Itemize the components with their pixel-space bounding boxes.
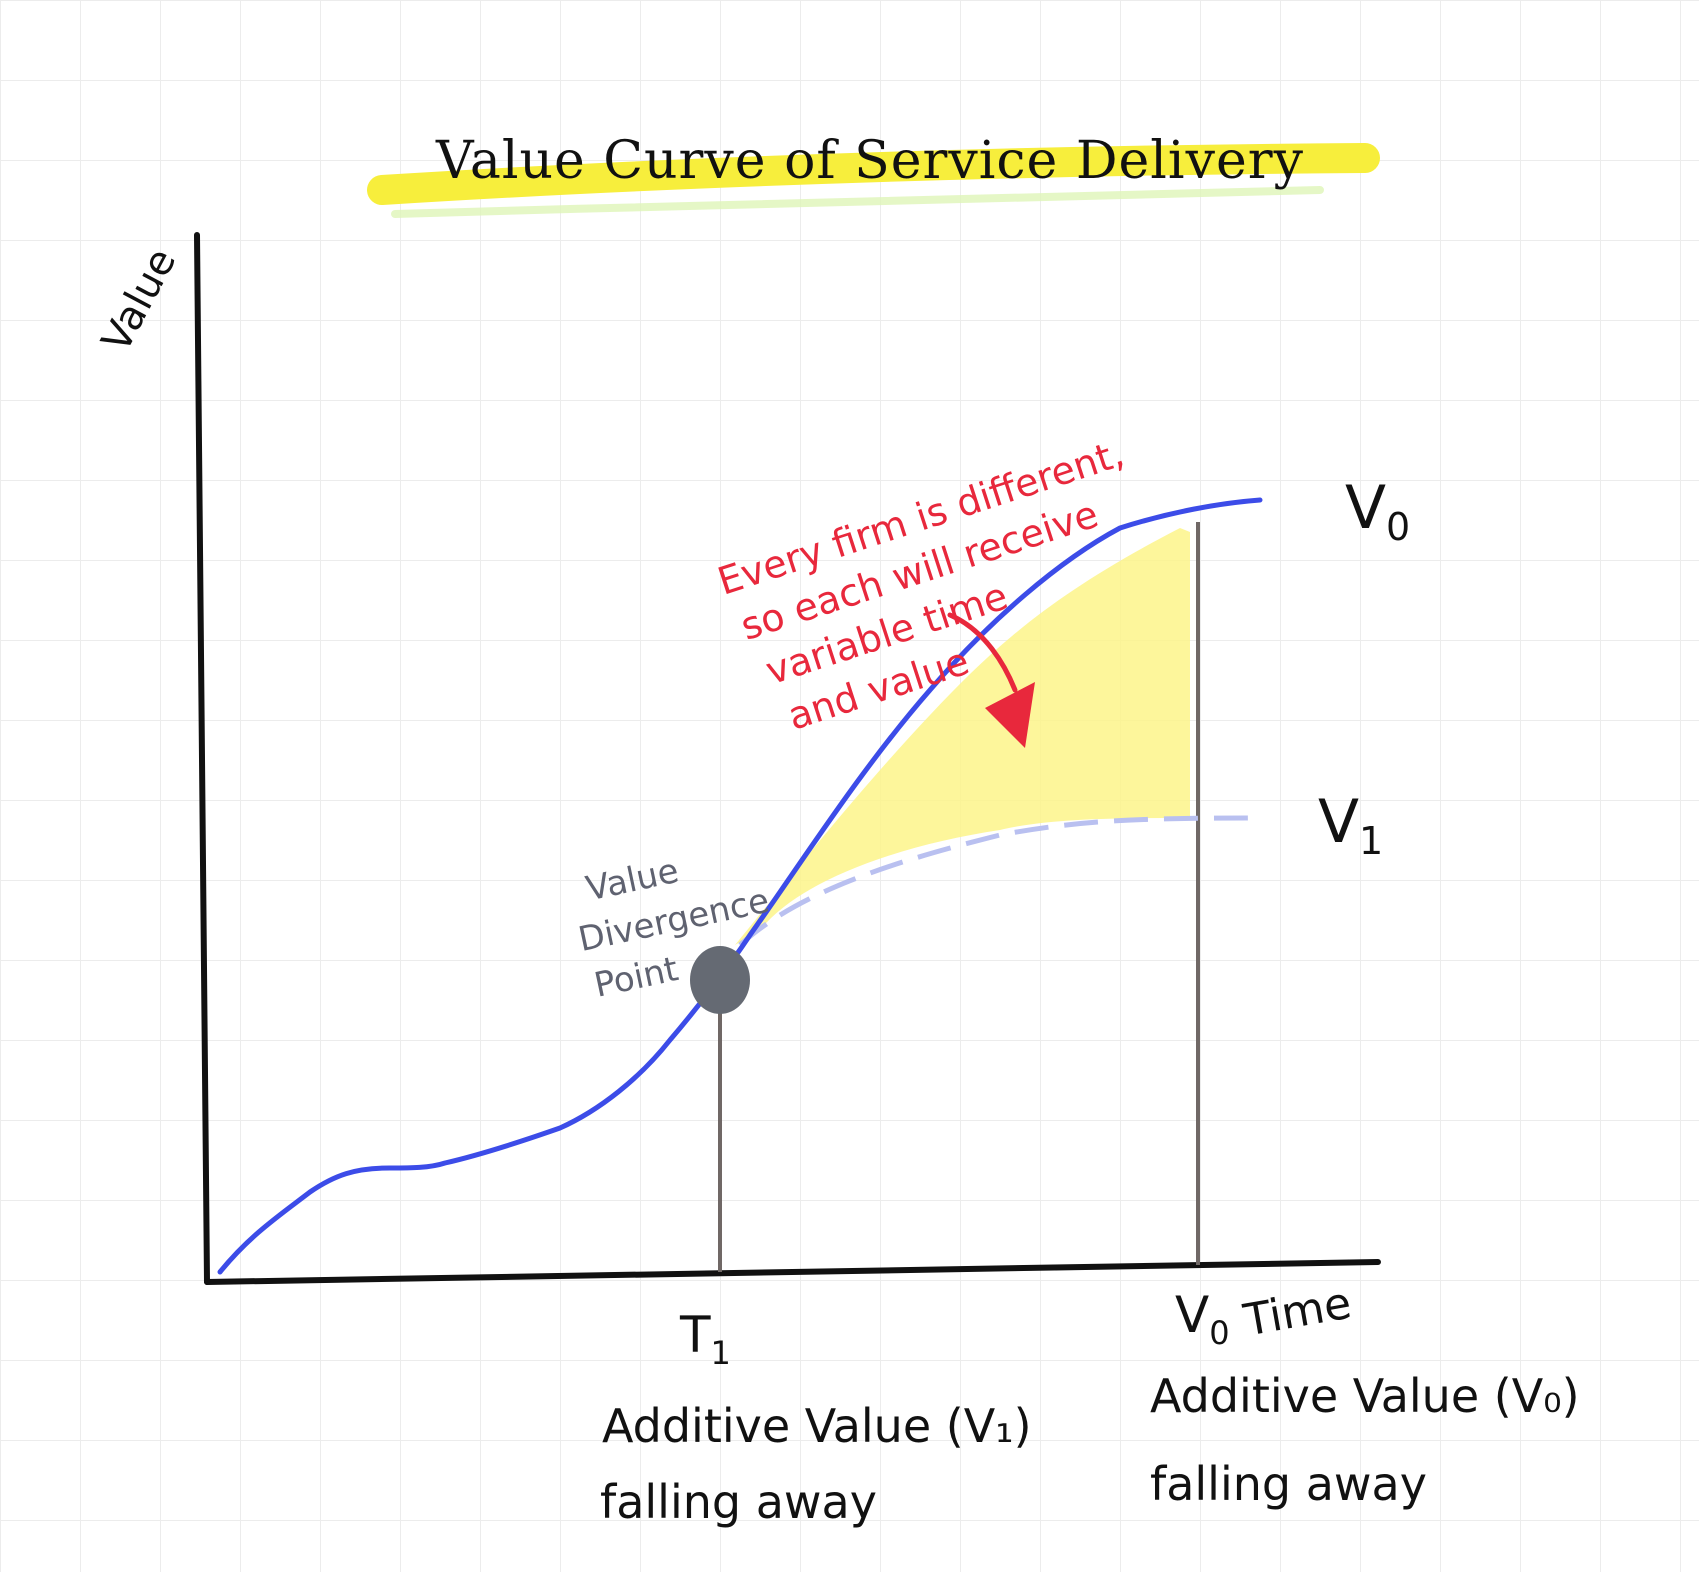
y-axis-label: Value <box>93 241 185 360</box>
divergence-point-dot <box>690 946 750 1014</box>
lower-curve-v1 <box>738 815 1256 947</box>
v0-caption-line-1: Additive Value (V₀) <box>1150 1369 1580 1423</box>
t1-label: T1 <box>679 1306 731 1372</box>
v0-axis-label: V0 <box>1175 1286 1230 1352</box>
y-axis <box>194 232 210 1285</box>
divergence-point-label: Value Divergence Point <box>575 851 773 1006</box>
annotation-arrow-shaft <box>947 612 1018 693</box>
page-title: Value Curve of Service Delivery <box>435 131 1304 191</box>
divergence-line-3: Point <box>591 949 682 1006</box>
t1-caption-line-1: Additive Value (V₁) <box>602 1399 1032 1453</box>
lower-curve-label: V1 <box>1318 787 1383 863</box>
title-highlight-shadow <box>391 186 1324 218</box>
upper-curve-label: V0 <box>1345 473 1410 549</box>
x-axis-label: Time <box>1239 1278 1355 1347</box>
annotation-arrow-head <box>985 682 1035 748</box>
value-gap-shading <box>735 528 1190 945</box>
x-axis <box>204 1259 1381 1285</box>
v0-caption-line-2: falling away <box>1150 1457 1427 1511</box>
t1-caption-line-2: falling away <box>600 1475 877 1529</box>
title-group: Value Curve of Service Delivery <box>367 131 1380 218</box>
title-highlight <box>367 143 1380 205</box>
upper-curve-v0 <box>217 497 1263 1275</box>
